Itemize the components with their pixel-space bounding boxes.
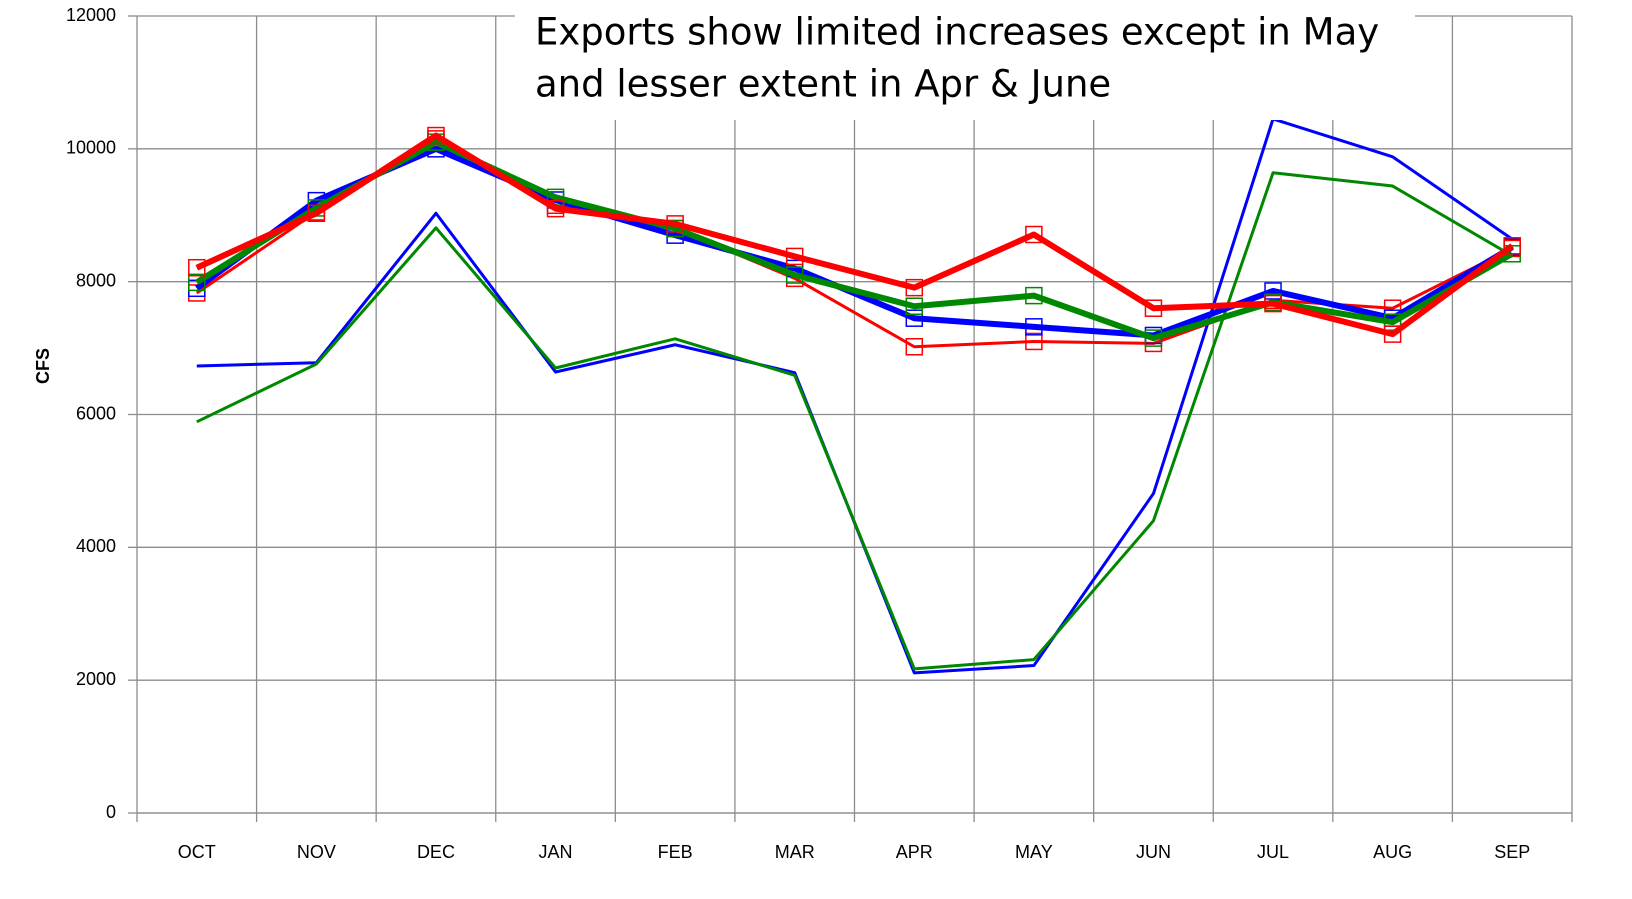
- x-tick-label: MAR: [775, 842, 815, 862]
- marker: [427, 126, 445, 145]
- marker: [1264, 282, 1282, 300]
- marker: [1264, 294, 1282, 313]
- marker: [1025, 318, 1043, 336]
- marker: [905, 278, 924, 297]
- x-tick-label: AUG: [1373, 842, 1412, 862]
- marker: [1383, 325, 1402, 343]
- x-tick-label: SEP: [1494, 842, 1530, 862]
- series-line: [196, 171, 1513, 671]
- title-background: [515, 0, 1415, 120]
- marker: [1025, 225, 1043, 244]
- marker: [1025, 332, 1043, 351]
- x-tick-label: MAY: [1015, 842, 1053, 862]
- marker: [905, 338, 924, 356]
- y-tick-label: 8000: [76, 270, 116, 290]
- marker: [1503, 237, 1521, 255]
- marker: [188, 273, 206, 292]
- x-tick-label: APR: [896, 842, 933, 862]
- x-tick-label: JUN: [1136, 842, 1171, 862]
- x-tick-label: JAN: [539, 842, 573, 862]
- chart-title: and lesser extent in Apr & June: [535, 63, 1111, 106]
- marker: [905, 297, 924, 315]
- chart-title: Exports show limited increases except in…: [535, 11, 1379, 54]
- y-tick-label: 4000: [76, 536, 116, 556]
- marker: [1144, 299, 1163, 317]
- y-tick-label: 2000: [76, 669, 116, 689]
- marker: [905, 309, 924, 327]
- x-tick-label: DEC: [417, 842, 455, 862]
- series-line: [195, 132, 1514, 338]
- marker: [1383, 313, 1402, 331]
- marker: [307, 204, 326, 223]
- marker: [666, 215, 684, 233]
- x-tick-label: OCT: [178, 842, 216, 862]
- y-axis-label: CFS: [33, 348, 53, 384]
- y-tick-label: 10000: [66, 138, 116, 158]
- y-tick-label: 0: [106, 802, 116, 822]
- marker: [785, 266, 804, 284]
- y-tick-label: 6000: [76, 403, 116, 423]
- marker: [1025, 286, 1043, 305]
- series-line: [195, 139, 1514, 342]
- marker: [546, 199, 565, 218]
- marker: [1144, 329, 1163, 347]
- x-tick-label: FEB: [658, 842, 693, 862]
- marker: [188, 258, 206, 277]
- x-tick-label: NOV: [297, 842, 336, 862]
- x-tick-label: JUL: [1257, 842, 1289, 862]
- marker: [785, 247, 804, 266]
- y-tick-label: 12000: [66, 5, 116, 25]
